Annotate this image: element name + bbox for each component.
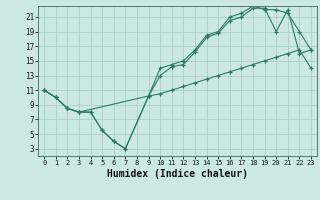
- X-axis label: Humidex (Indice chaleur): Humidex (Indice chaleur): [107, 169, 248, 179]
